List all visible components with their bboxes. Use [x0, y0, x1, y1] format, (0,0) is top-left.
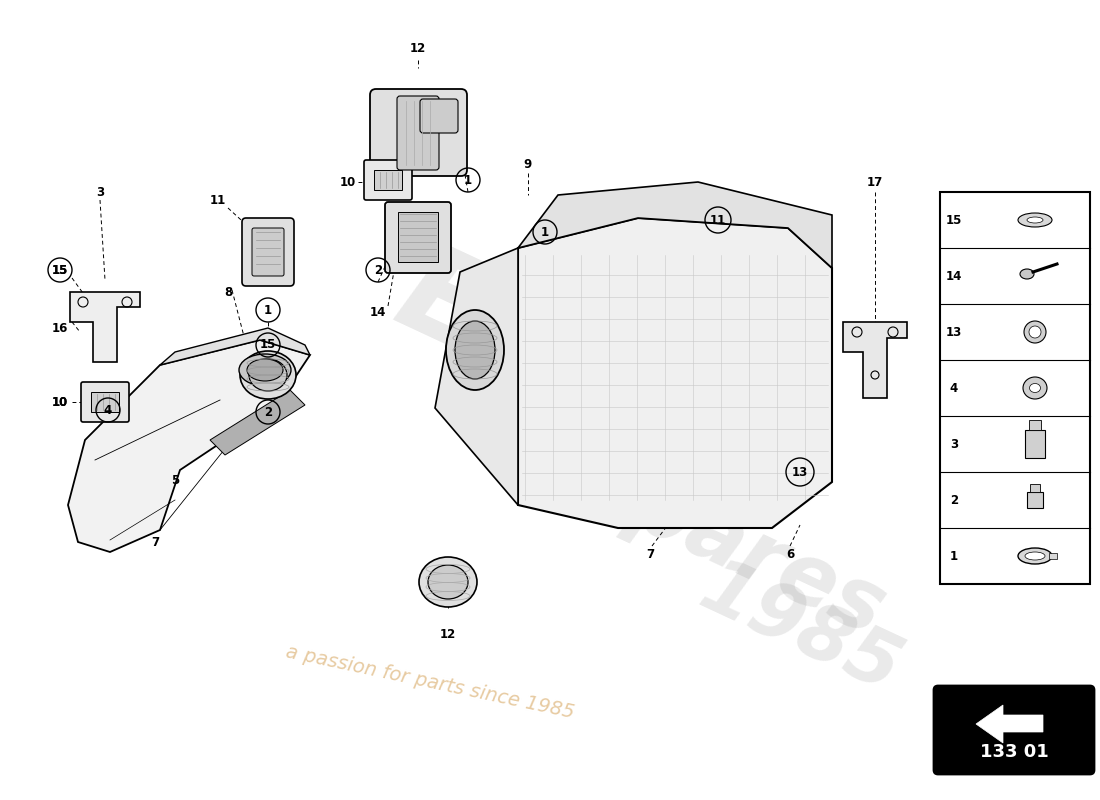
Ellipse shape	[446, 310, 504, 390]
Text: 17: 17	[867, 175, 883, 189]
FancyBboxPatch shape	[242, 218, 294, 286]
Polygon shape	[210, 390, 305, 455]
Polygon shape	[70, 292, 140, 362]
Ellipse shape	[455, 321, 495, 379]
FancyBboxPatch shape	[420, 99, 458, 133]
Text: 14: 14	[946, 270, 962, 282]
Polygon shape	[843, 322, 908, 398]
Polygon shape	[434, 248, 518, 505]
Text: 11: 11	[210, 194, 227, 206]
Ellipse shape	[1024, 321, 1046, 343]
Bar	[1030, 484, 1040, 492]
Text: 10: 10	[52, 395, 68, 409]
Text: 1: 1	[541, 226, 549, 238]
Text: 7: 7	[151, 535, 160, 549]
Text: 5: 5	[170, 474, 179, 486]
Text: 3: 3	[96, 186, 104, 198]
FancyBboxPatch shape	[934, 686, 1094, 774]
Text: a passion for parts since 1985: a passion for parts since 1985	[284, 642, 576, 722]
FancyBboxPatch shape	[397, 96, 439, 170]
Ellipse shape	[1018, 213, 1052, 227]
FancyBboxPatch shape	[385, 202, 451, 273]
Text: 7: 7	[646, 549, 654, 562]
Bar	[1049, 553, 1057, 559]
Text: 8: 8	[224, 286, 232, 298]
Text: 1: 1	[264, 303, 272, 317]
FancyBboxPatch shape	[370, 89, 468, 176]
Ellipse shape	[1030, 383, 1041, 393]
Bar	[91, 392, 119, 412]
Text: 15: 15	[946, 214, 962, 226]
Ellipse shape	[239, 354, 292, 386]
Text: Spares: Spares	[561, 437, 899, 653]
Text: 6: 6	[785, 549, 794, 562]
Text: 9: 9	[524, 158, 532, 171]
Text: 13: 13	[792, 466, 808, 478]
FancyBboxPatch shape	[252, 228, 284, 276]
Text: 2: 2	[950, 494, 958, 506]
Ellipse shape	[1023, 377, 1047, 399]
Text: 1: 1	[950, 550, 958, 562]
Polygon shape	[68, 340, 310, 552]
Text: 1: 1	[464, 174, 472, 186]
Text: 4: 4	[103, 403, 112, 417]
Bar	[1025, 430, 1045, 458]
Text: 10: 10	[340, 175, 356, 189]
Text: 2: 2	[264, 406, 272, 418]
Text: EURO: EURO	[378, 233, 782, 507]
Text: car: car	[563, 382, 757, 538]
Text: 11: 11	[710, 214, 726, 226]
Text: 15: 15	[52, 263, 68, 277]
Text: 13: 13	[946, 326, 962, 338]
Ellipse shape	[1027, 217, 1043, 223]
FancyBboxPatch shape	[81, 382, 129, 422]
Ellipse shape	[1020, 269, 1034, 279]
Polygon shape	[518, 218, 832, 528]
Bar	[1028, 420, 1041, 430]
Ellipse shape	[1018, 548, 1052, 564]
Text: 16: 16	[52, 322, 68, 334]
Text: 15: 15	[52, 263, 68, 277]
Polygon shape	[976, 705, 1043, 743]
Ellipse shape	[419, 557, 477, 607]
Text: 14: 14	[370, 306, 386, 318]
Ellipse shape	[240, 351, 296, 399]
Bar	[374, 170, 401, 190]
Polygon shape	[518, 182, 832, 268]
Text: 15: 15	[260, 338, 276, 351]
Polygon shape	[160, 328, 310, 365]
Bar	[940, 192, 1090, 584]
Text: 12: 12	[410, 42, 426, 54]
Text: 4: 4	[950, 382, 958, 394]
Text: 133 01: 133 01	[980, 743, 1048, 761]
Circle shape	[1028, 326, 1041, 338]
Text: 2: 2	[374, 263, 382, 277]
FancyBboxPatch shape	[364, 160, 412, 200]
Text: 12: 12	[440, 629, 456, 642]
Text: 3: 3	[950, 438, 958, 450]
Ellipse shape	[1025, 552, 1045, 560]
Ellipse shape	[428, 565, 468, 599]
Ellipse shape	[249, 359, 287, 391]
Text: 10: 10	[52, 395, 68, 409]
Text: 1985: 1985	[689, 551, 912, 709]
Ellipse shape	[248, 359, 283, 381]
Bar	[398, 212, 438, 262]
Bar	[1027, 492, 1043, 508]
